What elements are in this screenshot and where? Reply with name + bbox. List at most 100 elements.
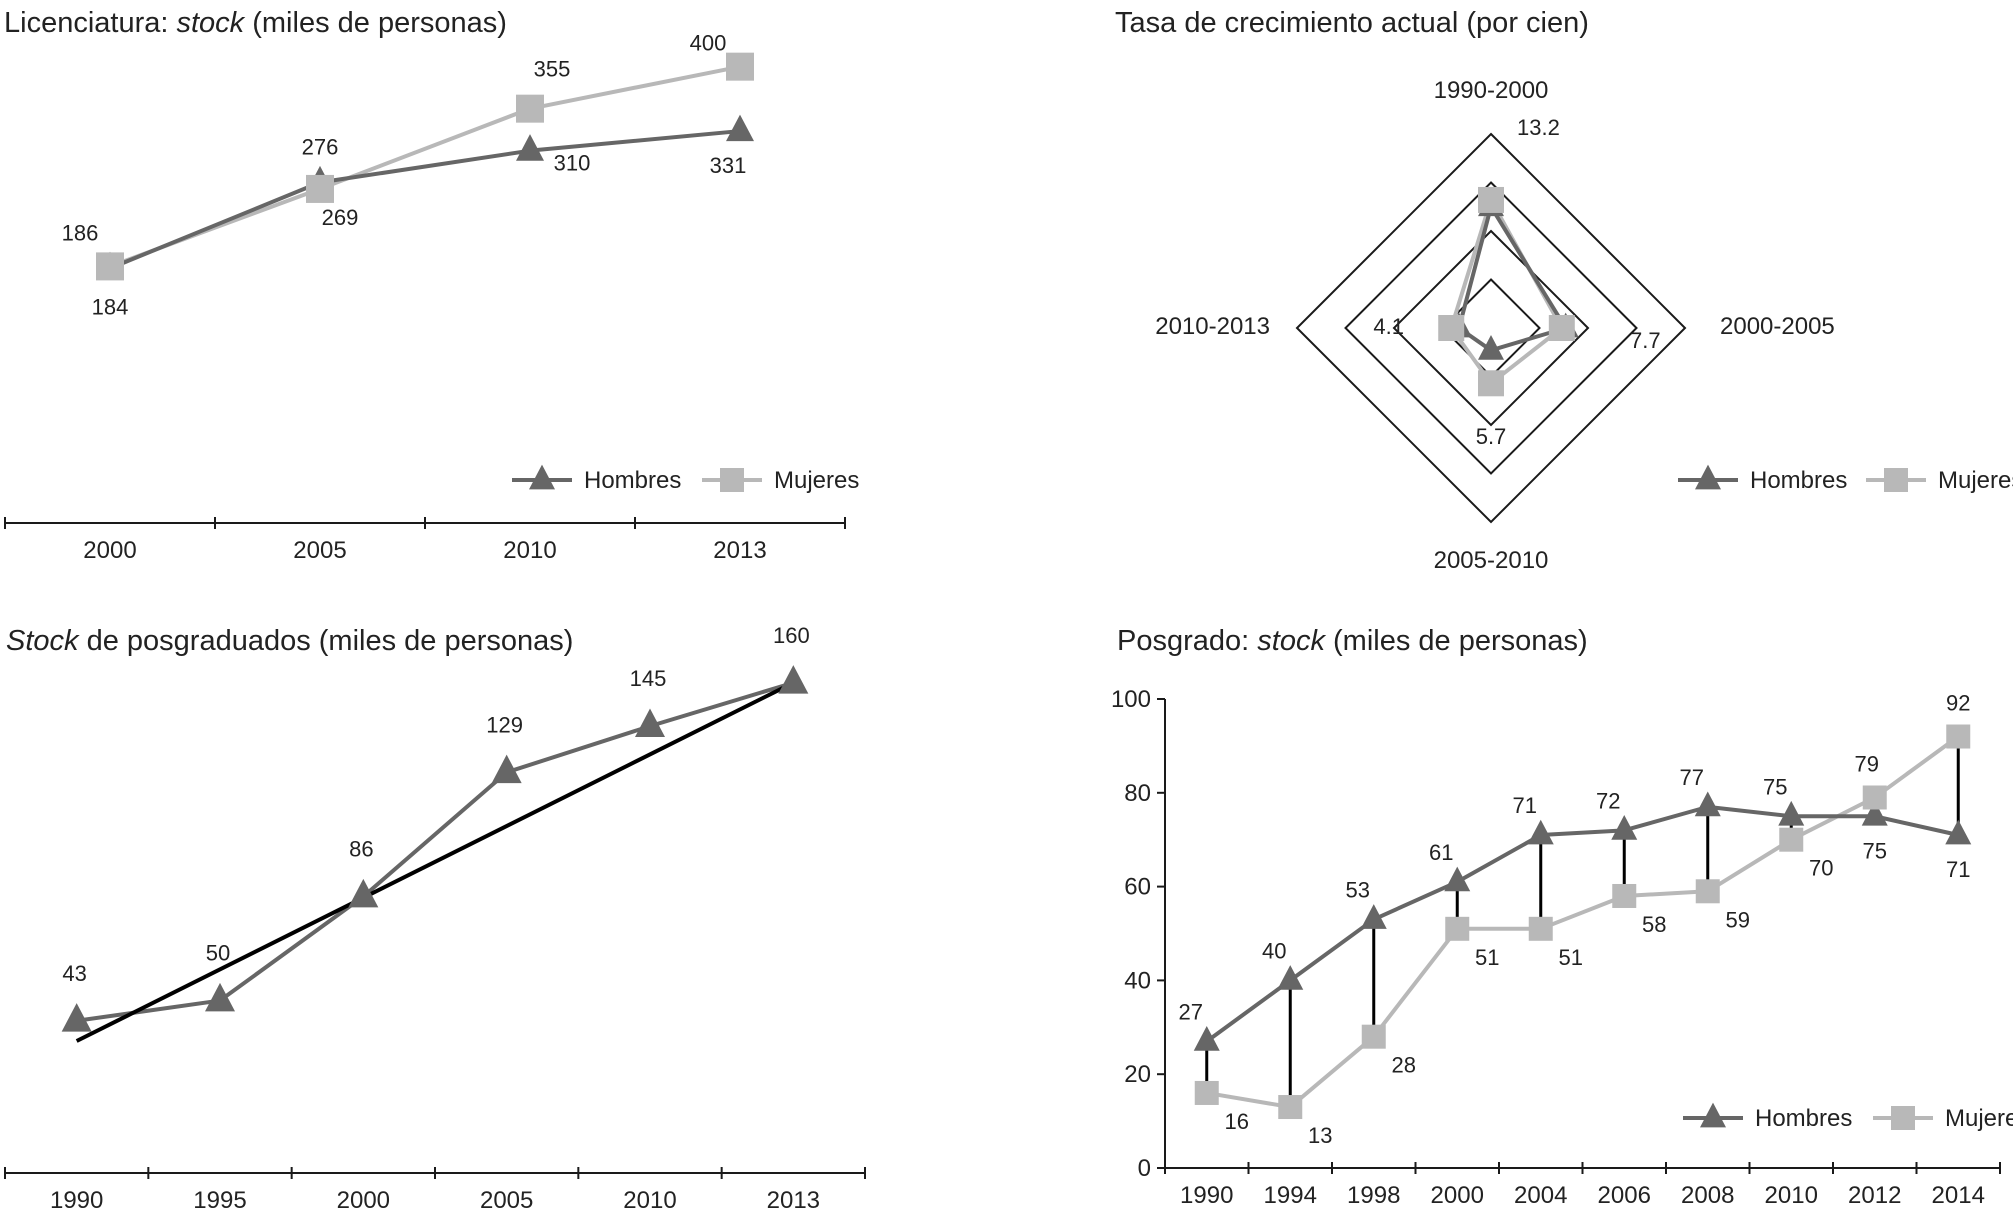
y-tick-label: 60 — [1124, 874, 1151, 901]
radar-grid-ring — [1392, 229, 1590, 427]
legend-label-hombres: Hombres — [1755, 1105, 1852, 1132]
data-point-mujeres — [516, 94, 544, 123]
data-label-hombres: 53 — [1346, 877, 1370, 902]
x-tick-label: 2000 — [337, 1187, 390, 1208]
radar-value-label: 7.7 — [1630, 328, 1661, 353]
data-label-hombres: 310 — [554, 151, 591, 176]
x-tick-label: 1994 — [1264, 1182, 1317, 1208]
x-tick-label: 2006 — [1598, 1182, 1651, 1208]
legend-label-mujeres: Mujeres — [1945, 1105, 2013, 1132]
x-tick-label: 2012 — [1848, 1182, 1901, 1208]
chart-title: Posgrado: stock (miles de personas) — [1117, 625, 1588, 657]
legend-marker-hombres — [529, 464, 555, 490]
data-label-hombres: 61 — [1429, 840, 1453, 865]
data-point-hombres — [1444, 866, 1471, 892]
legend-marker-mujeres — [1884, 468, 1908, 492]
data-label-hombres: 77 — [1680, 765, 1704, 790]
data-label-mujeres: 92 — [1946, 691, 1970, 716]
radar-value-label: 13.2 — [1517, 115, 1560, 140]
data-point-mujeres — [1946, 724, 1971, 749]
data-point-hombres — [1527, 819, 1554, 845]
radar-axis-label: 2010-2013 — [1155, 313, 1270, 340]
data-label-mujeres: 58 — [1642, 912, 1666, 937]
radar-axis-label: 2000-2005 — [1720, 313, 1835, 340]
x-tick-label: 2004 — [1514, 1182, 1567, 1208]
radar-axis-label: 2005-2010 — [1434, 547, 1549, 574]
chart-posgrado-stock: Posgrado: stock (miles de personas) 0 20 4… — [1111, 625, 2013, 1208]
data-label-hombres: 40 — [1262, 938, 1286, 963]
data-label-hombres: 75 — [1763, 774, 1787, 799]
trend-line — [75, 680, 795, 1043]
data-point — [635, 708, 665, 737]
data-label-mujeres: 51 — [1475, 945, 1499, 970]
data-label-hombres: 184 — [92, 294, 129, 319]
legend-marker-mujeres — [720, 468, 744, 492]
data-point — [205, 982, 235, 1012]
data-point — [348, 878, 379, 908]
data-point-mujeres — [1361, 1024, 1386, 1049]
data-point — [778, 665, 809, 694]
chart-title: Licenciatura: stock (miles de personas) — [4, 7, 507, 39]
radar-value-label: 5.7 — [1476, 424, 1507, 449]
data-point-hombres — [1277, 965, 1304, 990]
radar-axis-label: 1990-2000 — [1434, 77, 1549, 104]
radar-grid-ring — [1344, 181, 1638, 475]
data-point-mujeres — [1528, 916, 1553, 941]
data-label: 160 — [773, 623, 810, 648]
data-label: 43 — [62, 961, 86, 986]
data-point-mujeres — [306, 174, 334, 203]
x-tick-label: 2013 — [767, 1187, 820, 1208]
data-point-mujeres — [1438, 315, 1465, 341]
x-tick-label: 2010 — [623, 1187, 676, 1208]
y-tick-label: 0 — [1138, 1155, 1151, 1182]
legend-marker-mujeres — [1891, 1106, 1915, 1130]
data-label-hombres: 276 — [302, 134, 339, 159]
data-point-hombres — [1611, 815, 1638, 840]
series-line-mujeres — [109, 64, 741, 269]
data-label-mujeres: 13 — [1308, 1123, 1332, 1148]
chart-title: Tasa de crecimiento actual (por cien) — [1115, 7, 1589, 39]
data-label: 50 — [206, 941, 230, 966]
data-point-mujeres — [1478, 186, 1504, 213]
data-label-mujeres: 28 — [1392, 1053, 1416, 1078]
data-point-mujeres — [1695, 879, 1720, 904]
x-tick-label: 2000 — [1431, 1182, 1484, 1208]
data-point-mujeres — [1862, 785, 1887, 810]
data-point-mujeres — [1612, 883, 1637, 908]
data-label: 129 — [486, 712, 523, 737]
data-point-mujeres — [1779, 827, 1804, 852]
data-label: 145 — [630, 666, 667, 691]
data-point-mujeres — [726, 52, 754, 81]
data-label-mujeres: 186 — [62, 220, 99, 245]
data-point — [61, 1003, 92, 1032]
radar-value-label: 4.1 — [1373, 314, 1404, 339]
chart-stock-posgraduados: Stock de posgraduados (miles de personas… — [4, 623, 866, 1208]
data-label-hombres: 75 — [1863, 838, 1887, 863]
data-label-mujeres: 269 — [322, 205, 359, 230]
data-point-mujeres — [1194, 1080, 1219, 1105]
x-tick-label: 2013 — [713, 537, 766, 560]
data-point-hombres — [1694, 791, 1721, 817]
data-label: 86 — [349, 837, 373, 862]
data-label-hombres: 27 — [1179, 999, 1203, 1024]
x-tick-label: 2005 — [480, 1187, 533, 1208]
data-point-mujeres — [1445, 916, 1470, 941]
data-label-mujeres: 16 — [1225, 1109, 1249, 1134]
data-point-hombres — [1778, 800, 1805, 826]
legend-marker-hombres — [1700, 1102, 1726, 1128]
data-label-mujeres: 400 — [690, 31, 727, 56]
x-tick-label: 2000 — [83, 537, 136, 560]
y-tick-label: 20 — [1124, 1061, 1151, 1088]
x-tick-label: 2010 — [503, 537, 556, 560]
data-label-mujeres: 59 — [1726, 907, 1750, 932]
legend-label-mujeres: Mujeres — [774, 467, 859, 494]
chart-tasa-crecimiento-radar: Tasa de crecimiento actual (por cien) 19… — [1115, 7, 2013, 574]
radar-grid-ring — [1295, 132, 1687, 524]
x-tick-label: 2010 — [1765, 1182, 1818, 1208]
x-tick-label: 2005 — [293, 537, 346, 560]
series-line — [76, 680, 794, 1023]
data-point-hombres — [1945, 819, 1972, 845]
data-point-mujeres — [96, 252, 124, 281]
y-tick-label: 100 — [1111, 686, 1151, 713]
y-tick-label: 80 — [1124, 780, 1151, 807]
